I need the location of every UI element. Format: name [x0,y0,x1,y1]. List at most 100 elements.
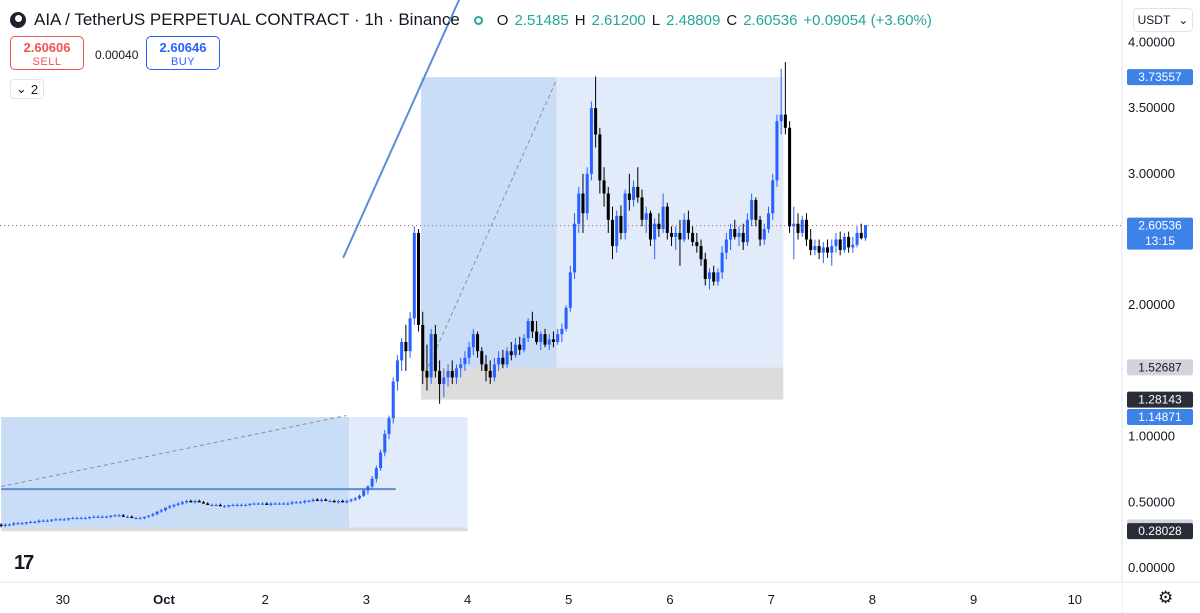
candle-body [290,502,294,504]
candle-body [686,219,690,233]
candle-body [197,500,201,503]
symbol-header: AIA / TetherUS PERPETUAL CONTRACT · 1h ·… [10,10,932,30]
candle-body [754,200,758,220]
drawing-line-3 [427,81,557,368]
zone-1 [349,417,468,528]
candle-body [210,504,214,506]
buy-button[interactable]: 2.60646 BUY [146,36,220,70]
candle-body [640,197,644,220]
candle-body [695,242,699,247]
candle-body [788,127,792,227]
candle-body [244,504,248,506]
candle-body [779,114,783,122]
candle-body [855,232,859,245]
candle-body [71,518,75,520]
candle-body [408,318,412,352]
gear-icon[interactable]: ⚙ [1158,588,1174,607]
candle-body [775,121,779,181]
candle-body [29,522,33,524]
candle-body [539,334,543,342]
price-label: 2.60536 [1138,219,1182,233]
candle-body [134,518,138,520]
price-axis [1122,0,1200,613]
price-label: 0.28028 [1138,524,1182,538]
candle-body [471,334,475,348]
candle-body [311,499,315,501]
drawing-line-1 [342,0,461,259]
candle-body [374,468,378,479]
candle-body [610,219,615,247]
candle-body [442,377,446,385]
open-value: 2.51485 [514,11,569,29]
zone-5 [421,367,784,400]
candle-body [214,504,218,506]
candle-body [623,193,627,233]
close-value: 2.60536 [743,11,798,29]
candle-body [54,519,58,521]
candle-body [193,500,197,503]
candle-body [450,370,454,378]
currency-label: USDT [1137,13,1171,27]
spread-value: 0.00040 [95,48,139,62]
candle-body [273,503,277,505]
candle-body [7,524,12,526]
candle-body [404,341,408,352]
x-tick-label: 6 [666,592,673,607]
candle-body [480,351,484,365]
y-tick-label: 3.50000 [1128,100,1175,115]
candle-body [12,523,16,525]
candle-body [809,239,813,251]
high-key: H [574,11,586,29]
candle-body [501,357,505,365]
candle-body [560,328,564,335]
candle-body [674,232,678,237]
candle-body [724,239,728,253]
candle-body [678,232,682,240]
candle-body [518,344,522,350]
candle-body [176,503,180,505]
currency-selector[interactable]: USDT ⌄ [1133,8,1193,32]
candle-body [522,338,526,350]
candle-body [573,223,577,273]
bar-countdown: 13:15 [1144,234,1176,248]
candle-body [33,522,37,524]
candle-body [83,518,87,520]
candle-body [223,506,227,508]
candle-body [332,500,336,503]
candle-body [256,503,260,505]
candle-body [817,246,821,253]
candle-body [682,219,686,240]
candle-body [349,499,353,501]
ohlc-values: O 2.51485 H 2.61200 L 2.48809 C 2.60536 +0.0… [497,12,932,29]
candle-body [0,524,3,526]
candle-body [142,516,146,519]
price-label-box [1127,217,1193,250]
candle-body [324,499,328,501]
indicators-toggle[interactable]: ⌄ 2 [10,79,44,99]
candle-body [657,223,661,229]
candle-body [387,418,391,434]
candle-body [826,247,830,253]
candle-body [265,503,269,505]
candle-body [703,259,707,279]
candle-body [45,520,49,522]
candle-body [336,500,340,503]
price-label-box [1127,391,1193,408]
candle-body [863,225,868,239]
price-label-box [1127,409,1193,426]
candle-body [505,351,509,365]
price-label: 1.14871 [1138,410,1182,424]
candle-body [509,351,513,356]
zone-2 [1,527,468,532]
candle-body [126,516,130,518]
candle-body [712,272,716,282]
sell-button[interactable]: 2.60606 SELL [10,36,84,70]
candle-body [62,519,66,521]
candle-body [277,503,281,505]
candle-body [627,193,631,201]
candle-body [585,173,589,214]
candle-body [370,478,374,487]
zone-0 [1,417,350,528]
x-tick-label: 3 [363,592,370,607]
